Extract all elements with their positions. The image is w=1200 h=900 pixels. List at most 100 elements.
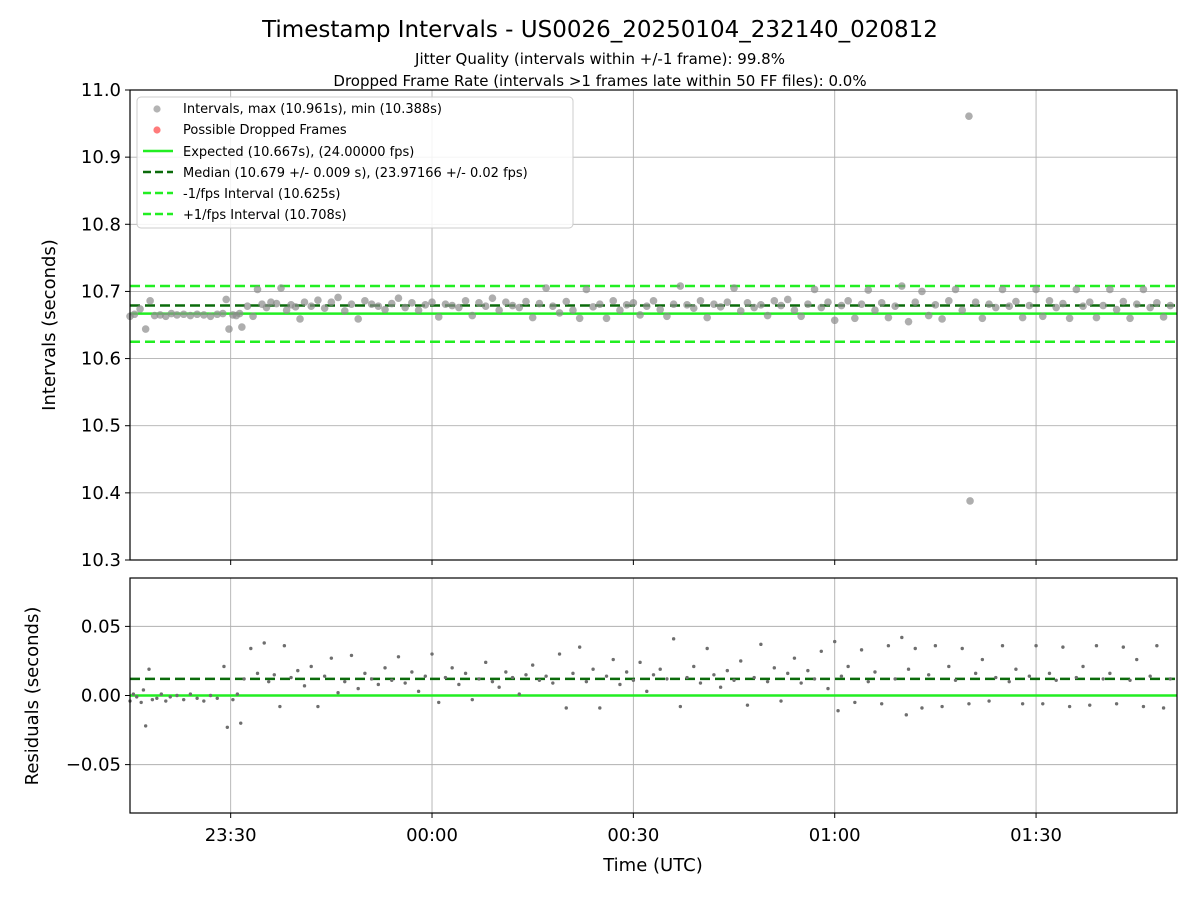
bottom-ytick-label-1: 0.00 <box>81 686 121 707</box>
interval-point <box>951 285 960 294</box>
interval-point <box>428 298 436 306</box>
interval-point <box>481 302 490 311</box>
residual-point <box>1047 671 1052 676</box>
residual-point <box>631 678 636 682</box>
interval-point <box>696 297 705 305</box>
residual-point <box>242 677 246 681</box>
top-plot-frame <box>129 89 1178 561</box>
interval-point <box>1166 301 1175 310</box>
interval-point <box>475 299 483 307</box>
residual-point <box>557 652 562 656</box>
interval-point <box>622 301 631 309</box>
residual-point <box>403 681 407 685</box>
residual-point <box>150 697 155 702</box>
interval-point <box>723 298 732 306</box>
interval-point <box>508 301 517 310</box>
interval-point <box>282 306 291 315</box>
interval-point <box>1132 300 1141 308</box>
interval-point <box>891 302 899 311</box>
residual-point <box>484 660 488 665</box>
residual-point <box>1161 706 1166 710</box>
residual-point <box>235 692 240 696</box>
interval-point <box>710 300 718 308</box>
interval-point <box>1126 314 1134 323</box>
xtick-label-2: 00:30 <box>607 825 659 846</box>
interval-point <box>757 301 765 309</box>
residual-point <box>692 664 696 669</box>
residual-point <box>792 656 797 660</box>
residual-point <box>571 671 575 676</box>
residual-point <box>164 699 168 703</box>
interval-point <box>663 312 671 321</box>
residual-point <box>819 649 823 653</box>
residual-point <box>658 667 662 671</box>
interval-point <box>1106 285 1114 294</box>
residual-point <box>765 679 770 684</box>
interval-point <box>958 306 967 315</box>
residual-point <box>181 697 186 702</box>
interval-point <box>924 311 933 320</box>
interval-point <box>629 299 638 307</box>
interval-point <box>213 310 222 319</box>
interval-point <box>743 299 752 307</box>
interval-point <box>528 313 537 322</box>
interval-point <box>206 312 215 321</box>
interval-point <box>186 311 195 320</box>
residual-point <box>296 668 300 673</box>
interval-point <box>998 285 1007 294</box>
residual-point <box>960 646 964 651</box>
residual-point <box>322 674 327 678</box>
residual-point <box>1128 678 1132 682</box>
interval-point <box>797 312 805 321</box>
interval-point <box>448 301 456 310</box>
interval-point <box>1018 313 1027 322</box>
residual-point <box>967 702 971 706</box>
residual-point <box>135 695 139 699</box>
residual-point <box>718 685 723 689</box>
residual-point <box>1020 702 1025 706</box>
residual-point <box>987 699 991 703</box>
interval-point <box>966 497 974 505</box>
residual-point <box>139 700 143 705</box>
residual-point <box>255 671 260 676</box>
interval-point <box>179 310 188 319</box>
residual-point <box>1074 675 1079 680</box>
interval-point <box>971 298 980 306</box>
interval-point <box>150 311 159 320</box>
interval-point <box>173 311 181 319</box>
interval-point <box>1032 285 1040 294</box>
residual-point <box>1061 645 1065 649</box>
legend-intervals-marker <box>153 105 161 113</box>
interval-point <box>327 298 336 306</box>
interval-point <box>918 287 926 296</box>
legend: Intervals, max (10.961s), min (10.388s) … <box>136 96 574 229</box>
residual-point <box>611 657 615 662</box>
interval-point <box>291 303 300 311</box>
residual-point <box>430 652 434 656</box>
residual-point <box>926 673 931 677</box>
residual-point <box>143 724 148 728</box>
interval-point <box>361 297 369 305</box>
interval-point <box>642 302 651 311</box>
interval-point <box>985 300 993 308</box>
interval-point <box>1099 301 1107 310</box>
residual-point <box>510 675 515 680</box>
residual-point <box>1155 644 1159 648</box>
residual-point <box>390 678 394 682</box>
residual-point <box>725 668 730 673</box>
interval-point <box>676 282 685 290</box>
residual-point <box>678 704 683 709</box>
residual-point <box>624 670 629 674</box>
residual-point <box>779 699 783 703</box>
interval-point <box>320 304 329 313</box>
interval-point <box>810 285 819 294</box>
interval-point <box>669 300 678 308</box>
residual-point <box>604 674 609 678</box>
interval-point <box>804 300 812 308</box>
residual-point <box>836 709 840 713</box>
residual-point <box>920 706 924 710</box>
top-ytick-label-1: 10.4 <box>81 483 121 504</box>
residual-point <box>141 688 146 692</box>
residual-point <box>933 644 938 648</box>
